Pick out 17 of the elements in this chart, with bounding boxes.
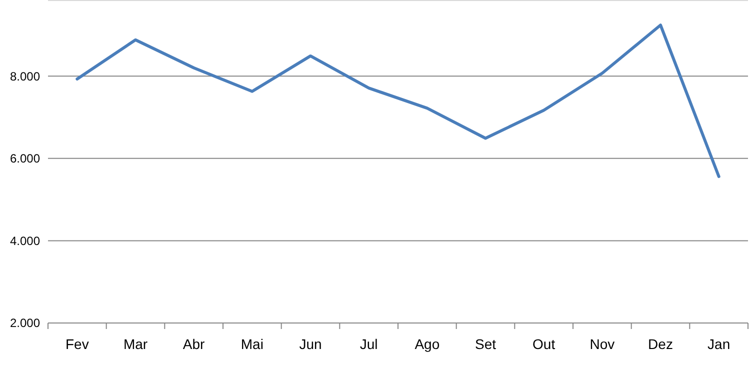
x-tick-label: Ago [414, 336, 440, 352]
line-series [76, 24, 720, 178]
x-tick-label: Set [474, 336, 496, 352]
x-tick-label: Jun [299, 336, 322, 352]
y-tick-label: 4.000 [10, 234, 40, 248]
y-tick-label: 2.000 [10, 316, 40, 330]
y-tick-label: 8.000 [10, 69, 40, 84]
x-tick-label: Out [532, 336, 556, 352]
x-tick-label: Jan [708, 336, 730, 352]
x-tick-label: Nov [590, 336, 615, 352]
x-tick-label: Jul [360, 336, 378, 352]
x-tick-label: Mai [240, 336, 264, 352]
x-tick-label: Fev [65, 336, 89, 352]
y-tick-label: 6.000 [10, 152, 40, 166]
x-tick-label: Dez [648, 336, 673, 352]
x-tick-label: Mar [123, 336, 148, 352]
x-tick-label: Abr [182, 336, 206, 352]
